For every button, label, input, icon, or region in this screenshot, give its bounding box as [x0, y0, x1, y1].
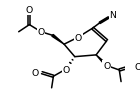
Text: N: N	[110, 11, 116, 20]
Polygon shape	[96, 55, 108, 67]
Text: O: O	[62, 65, 69, 74]
Text: O: O	[37, 28, 45, 37]
Text: O: O	[103, 61, 110, 70]
Polygon shape	[52, 35, 64, 45]
Text: O: O	[134, 62, 140, 71]
Text: O: O	[75, 33, 82, 42]
Text: O: O	[26, 6, 33, 15]
Text: O: O	[31, 69, 38, 78]
